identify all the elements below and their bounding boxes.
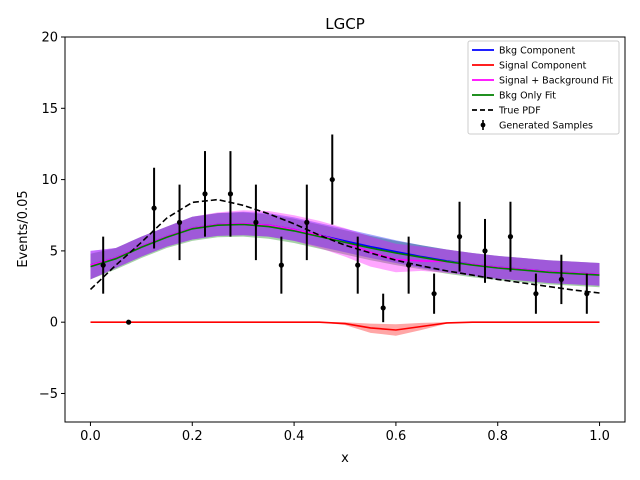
sample-point bbox=[406, 236, 412, 294]
legend-label: Bkg Only Fit bbox=[499, 91, 556, 102]
sample-marker bbox=[533, 291, 539, 297]
x-tick-label: 0.0 bbox=[80, 429, 101, 444]
legend-label: Signal Component bbox=[499, 61, 587, 72]
plot-frame bbox=[64, 36, 626, 423]
signal-background-fit-band bbox=[90, 210, 600, 286]
sample-marker bbox=[558, 276, 564, 283]
legend-label: Generated Samples bbox=[499, 121, 593, 132]
sample-point bbox=[584, 273, 590, 314]
sample-point bbox=[227, 151, 234, 237]
bkg-component-band bbox=[90, 211, 600, 286]
legend-item-signal-component: Signal Component bbox=[472, 61, 587, 72]
sample-marker bbox=[456, 234, 463, 240]
sample-point bbox=[253, 184, 259, 261]
y-tick-label: −5 bbox=[39, 387, 58, 402]
y-tick-label: 0 bbox=[50, 316, 58, 331]
uncertainty-bands bbox=[90, 210, 600, 336]
sample-point bbox=[431, 273, 437, 314]
sample-marker bbox=[278, 262, 284, 268]
y-tick-label: 5 bbox=[50, 244, 58, 259]
sample-point bbox=[278, 236, 284, 294]
sample-marker bbox=[431, 291, 437, 297]
legend-label: Signal + Background Fit bbox=[499, 76, 613, 87]
sample-marker bbox=[380, 305, 386, 311]
sample-marker bbox=[253, 219, 259, 225]
y-tick-label: 20 bbox=[41, 31, 58, 46]
sample-marker bbox=[406, 262, 412, 268]
legend-box bbox=[467, 40, 620, 135]
signal-component-line bbox=[90, 321, 600, 331]
sample-marker bbox=[126, 319, 132, 325]
bkg-only-fit-line bbox=[90, 223, 600, 276]
sample-marker bbox=[482, 248, 488, 254]
legend-item-bkg-only-fit: Bkg Only Fit bbox=[472, 91, 556, 102]
sample-point bbox=[507, 201, 514, 272]
generated-samples bbox=[100, 134, 590, 325]
sample-point bbox=[176, 184, 183, 261]
sample-marker bbox=[100, 262, 106, 268]
legend-item-generated-samples: Generated Samples bbox=[480, 120, 593, 132]
signal-component-band bbox=[90, 322, 600, 336]
sample-point bbox=[126, 319, 132, 325]
legend-label: True PDF bbox=[498, 106, 541, 117]
legend-item-true-pdf: True PDF bbox=[472, 106, 541, 117]
legend-label: Bkg Component bbox=[499, 46, 575, 57]
x-tick-label: 0.2 bbox=[182, 429, 203, 444]
sample-marker bbox=[227, 191, 234, 197]
legend-item-bkg-component: Bkg Component bbox=[472, 46, 575, 57]
sample-point bbox=[380, 293, 386, 323]
legend-swatch-marker bbox=[480, 122, 486, 128]
series-lines bbox=[89, 198, 600, 331]
y-axis-label: Events/0.05 bbox=[16, 190, 31, 267]
sample-marker bbox=[355, 262, 361, 268]
true-pdf-line bbox=[89, 198, 600, 294]
sample-marker bbox=[202, 191, 208, 197]
sample-point bbox=[202, 151, 208, 237]
sample-marker bbox=[176, 219, 183, 225]
x-tick-label: 0.8 bbox=[487, 429, 508, 444]
sample-marker bbox=[507, 234, 514, 240]
y-tick-label: 15 bbox=[41, 102, 58, 117]
bkg-only-fit-band bbox=[90, 212, 600, 288]
sample-marker bbox=[584, 291, 590, 297]
sample-point bbox=[355, 236, 361, 294]
sample-point bbox=[482, 218, 488, 283]
sample-point bbox=[304, 184, 310, 261]
sample-point bbox=[151, 167, 157, 249]
sample-point bbox=[329, 134, 335, 225]
sample-marker bbox=[151, 205, 157, 211]
x-tick-label: 1.0 bbox=[589, 429, 610, 444]
x-axis-ticks: 0.0 0.2 0.4 0.6 0.8 1.0 bbox=[80, 422, 610, 444]
legend: Bkg Component Signal Component Signal + Ba… bbox=[467, 40, 620, 135]
sample-point bbox=[558, 254, 564, 305]
legend-item-signal-background-fit: Signal + Background Fit bbox=[472, 76, 613, 87]
sample-point bbox=[533, 273, 539, 314]
y-tick-label: 10 bbox=[41, 173, 58, 188]
x-axis-label: x bbox=[341, 451, 349, 466]
x-tick-label: 0.6 bbox=[386, 429, 407, 444]
x-tick-label: 0.4 bbox=[284, 429, 305, 444]
sample-point bbox=[456, 201, 463, 272]
sample-marker bbox=[329, 176, 335, 183]
y-axis-ticks: −5 0 5 10 15 20 bbox=[39, 31, 65, 402]
sample-marker bbox=[304, 219, 310, 225]
sample-point bbox=[100, 236, 106, 294]
chart-title: LGCP bbox=[325, 15, 365, 33]
